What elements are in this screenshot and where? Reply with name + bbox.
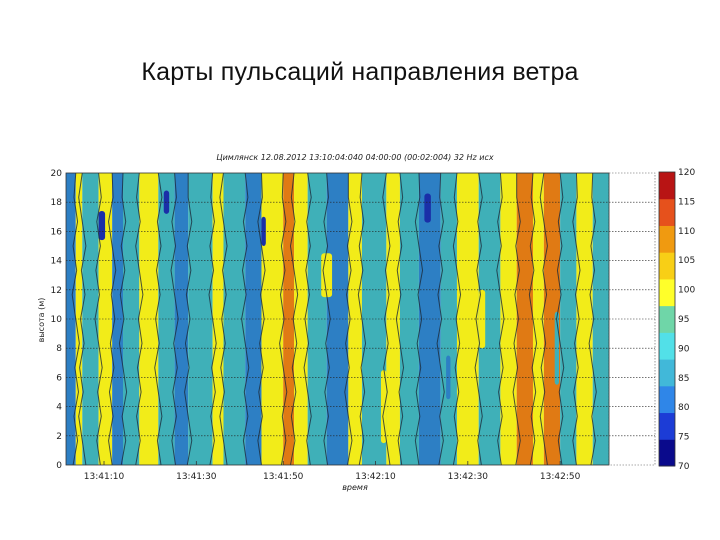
heatmap-column [456,173,479,465]
colorbar-ticks: 70 75 80 85 90 95 100 105 110 115 120 [678,168,695,472]
y-tick-label: 20 [51,169,63,179]
heatmap-column [188,173,213,465]
colorbar-swatch [659,225,675,253]
colorbar-tick-label: 95 [678,315,689,325]
y-tick-label: 14 [51,257,63,267]
colorbar-swatch [659,252,675,280]
heatmap-patch [98,210,106,241]
contour-line [219,172,228,466]
contour-line [279,172,288,466]
heatmap-column [139,173,159,465]
colorbar [658,171,676,467]
contour-line [154,172,163,466]
y-tick-label: 2 [56,432,62,442]
heatmap-column [576,173,593,465]
plot-frame [65,172,610,466]
contour-line [78,172,87,466]
y-axis-label: высота (м) [37,298,46,343]
colorbar-tick-label: 70 [678,462,690,472]
colorbar-swatch [659,278,675,307]
y-tick-label: 10 [51,315,63,325]
contour-line [556,172,565,466]
y-tick-label: 0 [56,461,62,471]
heatmap-patch [321,253,333,298]
contour-line [414,172,424,466]
y-tick-label: 8 [56,344,62,354]
colorbar-swatch [659,359,675,387]
y-tick-label: 18 [51,198,63,208]
contour-line [208,172,217,466]
chart-title: Цимлянск 12.08.2012 13:10:04:040 04:00:0… [216,153,494,162]
heatmap-patch [424,193,431,223]
y-tick-label: 16 [51,227,63,237]
x-tick-label: 13:41:50 [263,472,304,482]
heatmap-column [261,173,284,465]
heatmap-patch [478,289,486,349]
colorbar-tick-label: 80 [678,403,690,413]
x-tick-label: 13:42:50 [540,472,581,482]
dotted-extension-frame [608,172,656,466]
x-axis-ticks: 13:41:10 13:41:30 13:41:50 13:42:10 13:42:30… [84,461,581,482]
colorbar-swatch [659,198,675,226]
slide-title: Карты пульсаций направления ветра [141,58,579,86]
colorbar-tick-label: 85 [678,374,689,384]
y-axis-ticks: 0 2 4 6 8 10 12 14 16 18 20 [51,169,63,471]
colorbar-tick-label: 75 [678,433,689,443]
colorbar-tick-label: 115 [678,197,695,207]
contour-line [303,172,312,466]
heatmap-column [212,173,224,465]
heatmap-column [307,173,327,465]
colorbar-tick-label: 100 [678,286,695,296]
contour-line [474,172,483,466]
contour-line [512,173,521,466]
colorbar-swatch [659,412,675,440]
contour-line [241,172,250,466]
y-tick-label: 4 [56,403,62,413]
colorbar-tick-label: 90 [678,344,690,354]
heatmap-column [66,173,76,465]
colorbar-swatch [659,305,675,333]
x-tick-label: 13:42:30 [448,472,489,482]
colorbar-swatch [659,385,675,414]
contour-line [344,173,353,466]
colorbar-swatch [659,172,675,200]
contour-line [94,172,103,466]
colorbar-tick-label: 120 [678,168,695,178]
contour-line [539,172,548,466]
colorbar-swatch [659,439,675,467]
x-axis-label: время [342,483,368,492]
gridlines [66,201,655,437]
heatmap-patch [380,370,387,444]
heatmap-column [516,173,533,465]
y-tick-label: 12 [51,286,62,296]
colorbar-frame [658,171,676,467]
contour-line [289,172,299,466]
colorbar-tick-label: 105 [678,256,695,266]
heatmap-patch [212,362,221,422]
contour-line [588,172,597,466]
contour-line [357,172,367,466]
colorbar-swatch [659,332,675,360]
contour-line [528,172,538,466]
x-tick-label: 13:41:30 [176,472,217,482]
y-tick-label: 6 [56,373,62,383]
heatmap-patch [261,216,266,246]
x-tick-label: 13:42:10 [355,472,396,482]
colorbar-tick-label: 110 [678,227,695,237]
x-tick-label: 13:41:10 [84,472,125,482]
